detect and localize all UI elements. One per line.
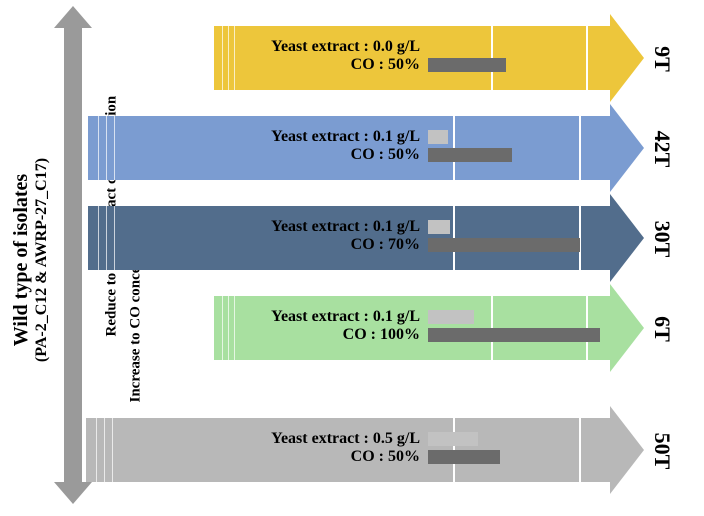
right-label-6T: 6T <box>649 299 675 359</box>
tick-minor <box>104 418 105 482</box>
tick-major <box>579 418 581 482</box>
tick-minor <box>98 206 99 270</box>
tick-major <box>579 116 581 180</box>
band-arrow-head <box>610 406 644 494</box>
yeast-extract-label: Yeast extract : 0.1 g/L <box>228 128 420 146</box>
tick-minor <box>112 418 113 482</box>
tick-minor <box>106 206 107 270</box>
yeast-extract-label: Yeast extract : 0.0 g/L <box>228 38 420 56</box>
condition-text-42T: Yeast extract : 0.1 g/LCO : 50% <box>228 128 420 164</box>
co-label: CO : 100% <box>228 326 420 344</box>
condition-text-6T: Yeast extract : 0.1 g/LCO : 100% <box>228 308 420 344</box>
tick-minor <box>114 116 115 180</box>
bar-dark <box>428 148 512 162</box>
yeast-extract-label: Yeast extract : 0.5 g/L <box>228 430 420 448</box>
bar-light <box>428 130 448 144</box>
axis-arrow-head-bot <box>54 482 92 504</box>
tick-minor <box>106 116 107 180</box>
band-arrow-head <box>610 14 644 102</box>
right-label-42T: 42T <box>649 119 675 179</box>
condition-text-30T: Yeast extract : 0.1 g/LCO : 70% <box>228 218 420 254</box>
bars-50T <box>428 432 500 464</box>
band-arrow-head <box>610 284 644 372</box>
condition-text-9T: Yeast extract : 0.0 g/LCO : 50% <box>228 38 420 74</box>
right-label-30T: 30T <box>649 209 675 269</box>
bar-dark <box>428 58 506 72</box>
tick-minor <box>222 296 223 360</box>
co-label: CO : 50% <box>228 448 420 466</box>
condition-text-50T: Yeast extract : 0.5 g/LCO : 50% <box>228 430 420 466</box>
yeast-extract-label: Yeast extract : 0.1 g/L <box>228 218 420 236</box>
tick-minor <box>98 116 99 180</box>
tick-minor <box>96 418 97 482</box>
co-label: CO : 50% <box>228 56 420 74</box>
title-main: Wild type of isolates <box>10 174 33 346</box>
axis-arrow-body <box>64 24 82 486</box>
yeast-extract-label: Yeast extract : 0.1 g/L <box>228 308 420 326</box>
right-label-9T: 9T <box>649 29 675 89</box>
axis-label-reduce: Reduce to yeast extract concentration <box>104 37 121 337</box>
title-sub: (PA-2_C12 & AWRP-27_C17) <box>33 158 51 362</box>
bar-dark <box>428 238 580 252</box>
tick-minor <box>114 206 115 270</box>
tick-major <box>586 26 588 90</box>
co-label: CO : 50% <box>228 146 420 164</box>
bar-light <box>428 310 474 324</box>
co-label: CO : 70% <box>228 236 420 254</box>
bar-dark <box>428 450 500 464</box>
bars-6T <box>428 310 600 342</box>
bars-30T <box>428 220 580 252</box>
bars-42T <box>428 130 512 162</box>
bar-light <box>428 432 478 446</box>
bar-dark <box>428 328 600 342</box>
right-label-50T: 50T <box>649 421 675 481</box>
bar-light <box>428 220 450 234</box>
tick-minor <box>222 26 223 90</box>
band-arrow-head <box>610 104 644 192</box>
bars-9T <box>428 40 506 72</box>
band-arrow-head <box>610 194 644 282</box>
